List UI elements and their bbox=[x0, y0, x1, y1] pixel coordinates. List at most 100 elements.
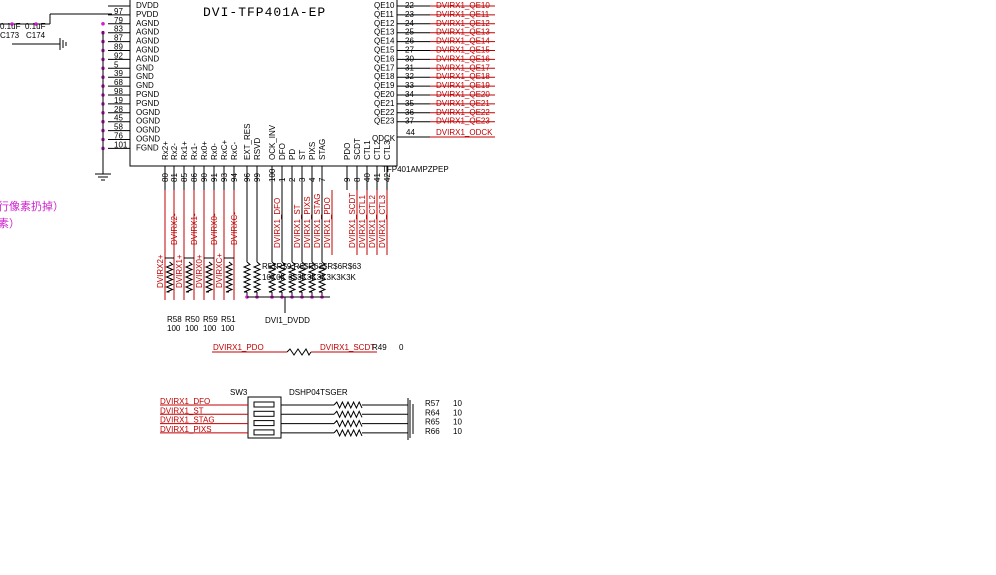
left-pin-name: PVDD bbox=[136, 10, 158, 19]
bottom-pin-name: SCDT bbox=[353, 138, 362, 160]
pullup-ref-labels: R5$R$9,R6$R63$R$6R$63 bbox=[262, 262, 362, 271]
left-pin-name: GND bbox=[136, 81, 154, 90]
right-pin-number: 32 bbox=[405, 72, 414, 81]
diff-net-vertical-label: DVIRX2+ bbox=[156, 254, 165, 288]
right-pin-name: QE16 bbox=[374, 54, 395, 63]
bottom-pin-number: 42 bbox=[383, 173, 392, 182]
signal-net-label: DVIRX1_DFO bbox=[273, 198, 282, 248]
signal-net-label: DVIRX1_CTL1 bbox=[358, 195, 367, 248]
left-pin-name: AGND bbox=[136, 28, 159, 37]
right-pin-number: 36 bbox=[405, 108, 414, 117]
right-pin-name: QE14 bbox=[374, 37, 395, 46]
ground-symbol-icon bbox=[59, 38, 67, 50]
bottom-pin-number: 1 bbox=[278, 177, 287, 182]
term-resistor-value: 100 bbox=[203, 324, 217, 333]
left-pin-number: 79 bbox=[114, 16, 123, 25]
term-resistor-value: 100 bbox=[167, 324, 181, 333]
signal-net-label: DVIRX1_SCDT bbox=[348, 193, 357, 248]
term-resistor-symbol bbox=[184, 261, 194, 293]
term-resistor-value: 100 bbox=[185, 324, 199, 333]
switch-resistor-ref: R57 bbox=[425, 399, 440, 408]
right-net-label: DVIRX1_QE13 bbox=[436, 28, 490, 37]
bottom-pin-name: PDO bbox=[343, 143, 352, 160]
bottom-pin-name: Rx2- bbox=[170, 143, 179, 160]
r49-right-net: DVIRX1_SCDT bbox=[320, 343, 375, 352]
right-net-label: DVIRX1_QE11 bbox=[436, 10, 490, 19]
right-pin-name: QE21 bbox=[374, 99, 395, 108]
left-pin-number: 5 bbox=[114, 60, 119, 69]
left-pin-name: OGND bbox=[136, 135, 160, 144]
right-net-label: DVIRX1_QE12 bbox=[436, 19, 490, 28]
bottom-pin-name: CTL1 bbox=[363, 140, 372, 160]
switch-resistor-value: 10 bbox=[453, 427, 462, 436]
diff-net-label: DVIRX0- bbox=[210, 213, 219, 245]
bottom-pin-name: Rx1+ bbox=[180, 141, 189, 160]
diff-net-vertical-label: DVIRX0+ bbox=[195, 254, 204, 288]
bottom-pin-number: 91 bbox=[210, 173, 219, 182]
term-resistor-ref: R59 bbox=[203, 315, 218, 324]
diff-net-vertical-label: DVIRXC+ bbox=[215, 253, 224, 288]
left-pin-number: 76 bbox=[114, 132, 123, 141]
right-pin-name: QE22 bbox=[374, 108, 395, 117]
r49-value: 0 bbox=[399, 343, 404, 352]
switch-rows: DVIRX1_DFO R57 10 DVIRX1_ST R64 10 DVIRX1_STAG… bbox=[160, 397, 462, 438]
switch-net-label: DVIRX1_STAG bbox=[160, 416, 215, 425]
signal-nets: DVIRX1_DFO DVIRX1_ST DVIRX1_PIXS DVIRX1_STA… bbox=[273, 190, 388, 255]
right-net-label: DVIRX1_QE17 bbox=[436, 63, 490, 72]
pullup-resistor-symbol bbox=[317, 261, 327, 293]
term-resistor-symbol bbox=[165, 261, 174, 293]
left-pin-name: GND bbox=[136, 72, 154, 81]
right-pin-number: 22 bbox=[405, 1, 414, 10]
right-pin-number: 35 bbox=[405, 99, 414, 108]
bottom-pin-number: 80 bbox=[161, 173, 170, 182]
term-resistor-value: 100 bbox=[221, 324, 235, 333]
pullup-resistor-symbol bbox=[297, 261, 307, 293]
signal-net-label: DVIRX1_CTL2 bbox=[368, 195, 377, 248]
bottom-pin-number: 4 bbox=[308, 177, 317, 182]
bottom-pin-number: 94 bbox=[230, 173, 239, 182]
bottom-pin-name: Rx0- bbox=[210, 143, 219, 160]
bottom-pin-name: Rx0+ bbox=[200, 141, 209, 160]
signal-net-label: DVIRX1_PDO bbox=[323, 197, 332, 248]
left-pin-number: 45 bbox=[114, 114, 123, 123]
left-pin-name: PGND bbox=[136, 90, 159, 99]
cap-c174-ref: C174 bbox=[26, 31, 46, 40]
r49-resistor bbox=[286, 348, 312, 356]
pin-junction bbox=[101, 22, 105, 26]
right-pin-name: QE12 bbox=[374, 19, 395, 28]
bottom-pin-number: 93 bbox=[220, 173, 229, 182]
bottom-pin-name: PIXS bbox=[308, 142, 317, 160]
right-pin-name: QE23 bbox=[374, 117, 395, 126]
right-pin-number: 26 bbox=[405, 37, 414, 46]
right-pin-name: QE11 bbox=[374, 10, 394, 19]
bottom-pin-name: EXT_RES bbox=[243, 124, 252, 160]
right-pin-name: QE19 bbox=[374, 81, 395, 90]
right-pin-name: QE10 bbox=[374, 1, 395, 10]
note-line-2: 素） bbox=[0, 217, 20, 230]
right-net-label: DVIRX1_QE14 bbox=[436, 37, 490, 46]
right-pin-number: 25 bbox=[405, 28, 414, 37]
left-pin-name: FGND bbox=[136, 143, 159, 152]
r49-left-net: DVIRX1_PDO bbox=[213, 343, 264, 352]
right-net-label: DVIRX1_QE19 bbox=[436, 81, 490, 90]
chip-body bbox=[129, 0, 398, 167]
pullup-resistor-symbol bbox=[252, 261, 262, 293]
bottom-pin-number: 90 bbox=[200, 173, 209, 182]
bottom-pin-name: Rx2+ bbox=[161, 141, 170, 160]
left-pin-name: AGND bbox=[136, 19, 159, 28]
left-pin-name: GND bbox=[136, 63, 154, 72]
left-pin-number: 28 bbox=[114, 105, 123, 114]
bottom-pin-number: 85 bbox=[180, 173, 189, 182]
right-pin-number: 30 bbox=[405, 54, 414, 63]
r49-ref: R49 bbox=[372, 343, 387, 352]
bottom-pin-number: 81 bbox=[170, 173, 179, 182]
bottom-pin-name: RxC- bbox=[230, 141, 239, 160]
diff-net-label: DVIRX1- bbox=[190, 213, 199, 245]
switch-part: DSHP04TSGER bbox=[289, 388, 348, 397]
bottom-pin-number: 100 bbox=[268, 168, 277, 182]
bottom-pin-name: OCK_INV bbox=[268, 124, 277, 160]
switch-resistor-symbol bbox=[333, 400, 363, 410]
cap-c173-ref: C173 bbox=[0, 31, 20, 40]
